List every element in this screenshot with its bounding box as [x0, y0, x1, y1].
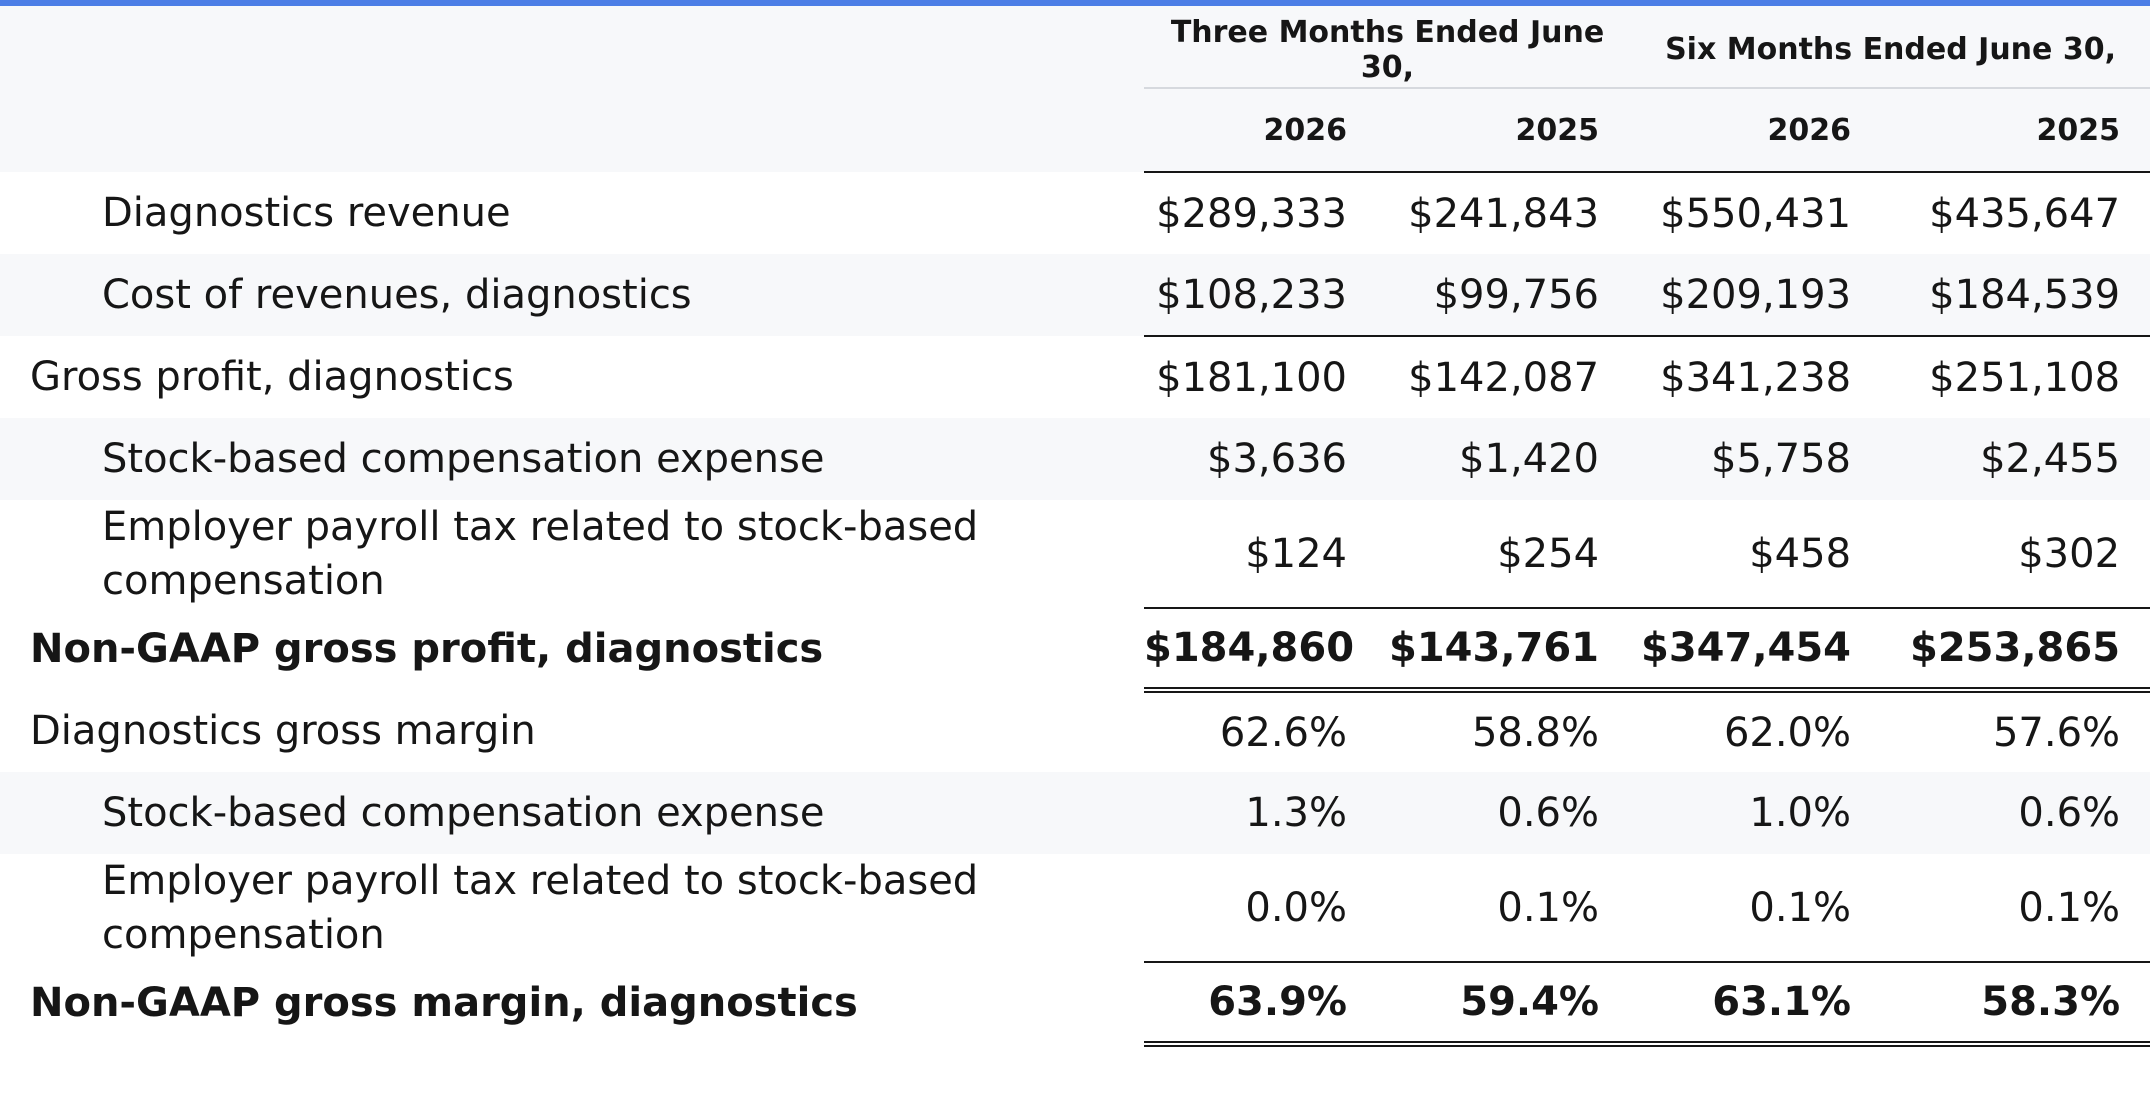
- row-value: $458: [1749, 530, 1852, 577]
- table-row: Diagnostics revenue $289,333 $241,843 $5…: [0, 172, 2150, 254]
- table-row: Stock-based compensation expense $3,636 …: [0, 418, 2150, 500]
- header-year-three-2025: 2025: [1379, 88, 1632, 173]
- row-value: 1.3%: [1144, 772, 1379, 854]
- row-label: Diagnostics revenue: [102, 190, 511, 236]
- row-label: Employer payroll tax related to stock-ba…: [102, 504, 979, 604]
- row-value: $254: [1497, 530, 1600, 577]
- row-value: 57.6%: [1992, 709, 2121, 756]
- header-period-row: Three Months Ended June 30, Six Months E…: [0, 6, 2150, 89]
- row-value: 62.0%: [1723, 709, 1852, 756]
- row-value: 0.1%: [2018, 884, 2121, 931]
- row-value: 0.6%: [1883, 772, 2150, 854]
- row-value: $99,756: [1379, 254, 1632, 336]
- row-value: 1.0%: [1631, 772, 1884, 854]
- table-row: Stock-based compensation expense 1.3% 0.…: [0, 772, 2150, 854]
- row-value: $2,455: [1883, 418, 2150, 500]
- row-value: $184,860: [1144, 607, 1379, 693]
- accent-bar: [0, 0, 2150, 6]
- header-year-three-2026: 2026: [1144, 88, 1379, 173]
- row-value: $241,843: [1408, 190, 1600, 237]
- row-value: $1,420: [1379, 418, 1632, 500]
- table-row-total: Non-GAAP gross margin, diagnostics 63.9%…: [0, 961, 2150, 1047]
- row-value: 59.4%: [1379, 961, 1632, 1047]
- row-value: $435,647: [1929, 190, 2121, 237]
- row-value: $302: [2018, 530, 2121, 577]
- header-blank-cell: [0, 6, 1144, 88]
- header-blank-cell: [0, 88, 1144, 172]
- row-value: $341,238: [1631, 335, 1884, 418]
- table-row: Gross profit, diagnostics $181,100 $142,…: [0, 335, 2150, 418]
- row-value: $181,100: [1144, 335, 1379, 418]
- row-value: 0.1%: [1749, 884, 1852, 931]
- header-year-row: 2026 2025 2026 2025: [0, 88, 2150, 173]
- row-label: Non-GAAP gross margin, diagnostics: [30, 980, 858, 1026]
- row-label: Cost of revenues, diagnostics: [0, 254, 1144, 336]
- row-value: 0.1%: [1497, 884, 1600, 931]
- header-year-six-2025: 2025: [1883, 88, 2150, 173]
- row-value: $124: [1245, 530, 1347, 577]
- header-three-months: Three Months Ended June 30,: [1144, 6, 1632, 89]
- row-value: $251,108: [1883, 335, 2150, 418]
- row-value: $5,758: [1631, 418, 1884, 500]
- row-value: 63.9%: [1144, 961, 1379, 1047]
- row-label: Employer payroll tax related to stock-ba…: [102, 858, 979, 958]
- row-value: $143,761: [1379, 607, 1632, 693]
- row-label: Non-GAAP gross profit, diagnostics: [30, 626, 824, 672]
- row-label: Stock-based compensation expense: [0, 418, 1144, 500]
- header-six-months: Six Months Ended June 30,: [1631, 6, 2150, 89]
- header-year-six-2026: 2026: [1631, 88, 1884, 173]
- row-value: 62.6%: [1219, 709, 1347, 756]
- row-value: $347,454: [1631, 607, 1884, 693]
- row-value: $184,539: [1883, 254, 2150, 336]
- row-value: $253,865: [1883, 607, 2150, 693]
- row-value: 0.6%: [1379, 772, 1632, 854]
- financial-table: Three Months Ended June 30, Six Months E…: [0, 6, 2150, 1047]
- row-value: $3,636: [1144, 418, 1379, 500]
- table-row: Diagnostics gross margin 62.6% 58.8% 62.…: [0, 690, 2150, 772]
- row-value: $209,193: [1631, 254, 1884, 336]
- row-value: 63.1%: [1631, 961, 1884, 1047]
- row-label: Stock-based compensation expense: [0, 772, 1144, 854]
- row-value: $108,233: [1144, 254, 1379, 336]
- table-row: Cost of revenues, diagnostics $108,233 $…: [0, 254, 2150, 336]
- row-value: 58.8%: [1471, 709, 1600, 756]
- row-value: 58.3%: [1883, 961, 2150, 1047]
- table-row: Employer payroll tax related to stock-ba…: [0, 500, 2150, 608]
- table-row-total: Non-GAAP gross profit, diagnostics $184,…: [0, 607, 2150, 693]
- table-header: Three Months Ended June 30, Six Months E…: [0, 6, 2150, 173]
- row-label: Diagnostics gross margin: [30, 708, 536, 754]
- row-label: Gross profit, diagnostics: [30, 354, 514, 400]
- table-row: Employer payroll tax related to stock-ba…: [0, 854, 2150, 962]
- row-value: 0.0%: [1245, 884, 1347, 931]
- row-value: $550,431: [1660, 190, 1852, 237]
- table-body: Diagnostics revenue $289,333 $241,843 $5…: [0, 172, 2150, 1047]
- row-value: $289,333: [1156, 190, 1347, 237]
- row-value: $142,087: [1379, 335, 1632, 418]
